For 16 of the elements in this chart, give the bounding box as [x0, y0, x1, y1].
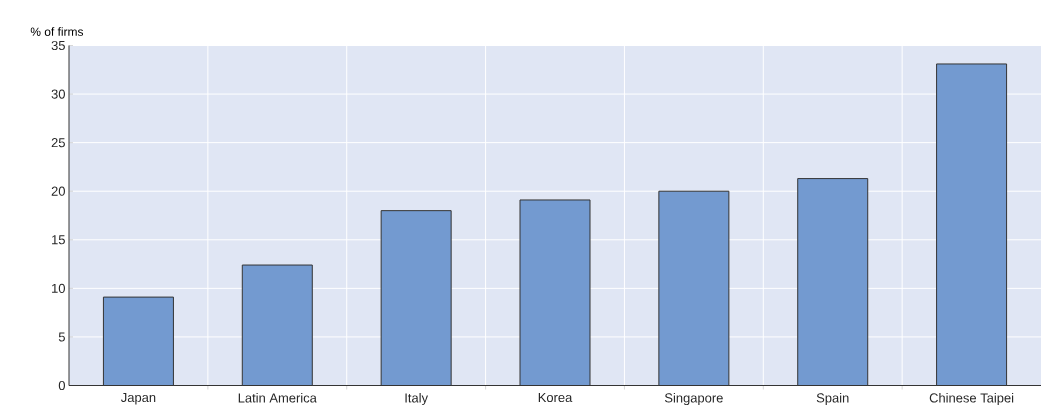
y-tick-label: 20: [51, 186, 65, 196]
y-tick-label: 15: [52, 235, 65, 245]
y-tick-label: 10: [52, 283, 65, 293]
x-tick-label: Italy: [405, 393, 428, 406]
x-tick-label: Spain: [816, 393, 849, 406]
y-tick-label: 35: [51, 40, 65, 51]
y-axis-title: % of firms: [30, 27, 84, 36]
y-tick-label: 25: [51, 138, 65, 148]
y-tick-label: 5: [58, 332, 65, 342]
y-tick-label: 30: [51, 89, 65, 99]
y-tick-label: 0: [58, 380, 65, 391]
x-tick-label: Latin America: [238, 393, 317, 403]
x-tick-label: Chinese Taipei: [929, 393, 1014, 406]
x-tick-label: Singapore: [664, 393, 723, 406]
x-tick-label: Korea: [538, 393, 573, 403]
x-tick-label: Japan: [120, 393, 156, 405]
